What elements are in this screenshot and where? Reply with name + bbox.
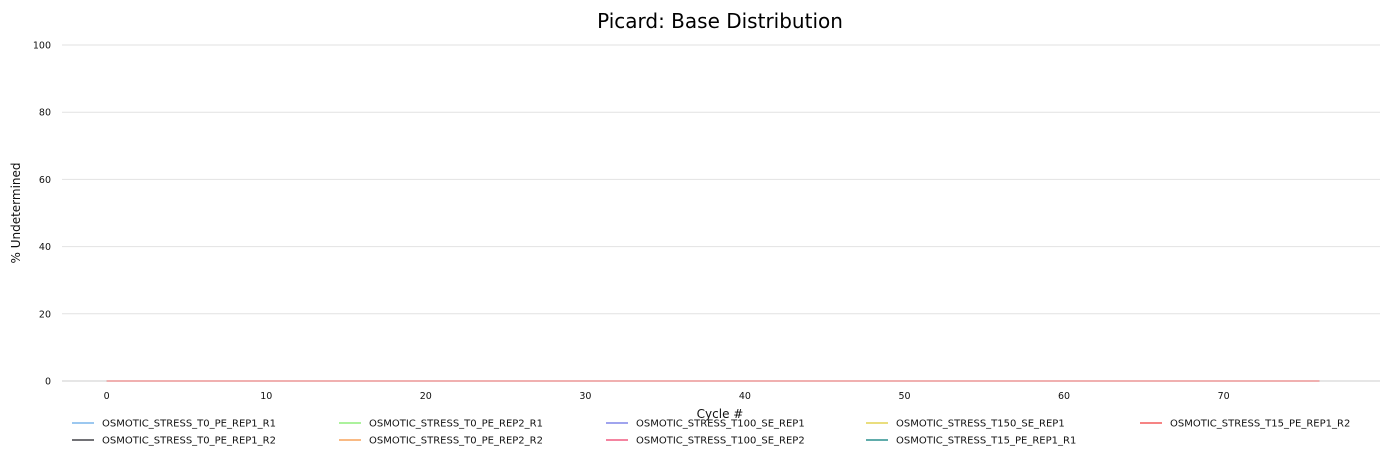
- legend-item-6[interactable]: OSMOTIC_STRESS_T100_SE_REP2: [606, 436, 805, 447]
- legend-label: OSMOTIC_STRESS_T100_SE_REP1: [636, 419, 805, 430]
- legend-label: OSMOTIC_STRESS_T15_PE_REP1_R2: [1170, 419, 1350, 430]
- legend-label: OSMOTIC_STRESS_T0_PE_REP2_R2: [369, 436, 543, 447]
- legend-label: OSMOTIC_STRESS_T0_PE_REP1_R1: [102, 419, 276, 430]
- y-tick-0: 0: [45, 377, 51, 388]
- x-tick-30: 30: [579, 391, 591, 402]
- legend-label: OSMOTIC_STRESS_T15_PE_REP1_R1: [896, 436, 1076, 447]
- legend-item-9[interactable]: OSMOTIC_STRESS_T15_PE_REP1_R2: [1140, 419, 1350, 430]
- legend-label: OSMOTIC_STRESS_T0_PE_REP2_R1: [369, 419, 543, 430]
- y-axis-label: % Undetermined: [9, 162, 23, 263]
- x-tick-50: 50: [898, 391, 910, 402]
- x-tick-20: 20: [420, 391, 432, 402]
- legend-item-3[interactable]: OSMOTIC_STRESS_T0_PE_REP2_R1: [339, 419, 543, 430]
- x-tick-0: 0: [104, 391, 110, 402]
- legend-label: OSMOTIC_STRESS_T100_SE_REP2: [636, 436, 805, 447]
- y-gridlines: [62, 44, 1380, 382]
- y-tick-40: 40: [39, 242, 51, 253]
- legend-item-5[interactable]: OSMOTIC_STRESS_T100_SE_REP1: [606, 419, 805, 430]
- y-tick-20: 20: [39, 309, 51, 320]
- x-tick-labels: 0 10 20 30 40 50 60 70: [104, 391, 1230, 402]
- legend-item-1[interactable]: OSMOTIC_STRESS_T0_PE_REP1_R1: [72, 419, 276, 430]
- chart-title: Picard: Base Distribution: [597, 9, 843, 33]
- y-tick-80: 80: [39, 108, 51, 119]
- legend-item-7[interactable]: OSMOTIC_STRESS_T150_SE_REP1: [866, 419, 1065, 430]
- y-tick-100: 100: [33, 41, 51, 52]
- legend-item-8[interactable]: OSMOTIC_STRESS_T15_PE_REP1_R1: [866, 436, 1076, 447]
- x-axis-label: Cycle #: [697, 407, 744, 421]
- x-tick-10: 10: [260, 391, 272, 402]
- legend-item-4[interactable]: OSMOTIC_STRESS_T0_PE_REP2_R2: [339, 436, 543, 447]
- legend-label: OSMOTIC_STRESS_T0_PE_REP1_R2: [102, 436, 276, 447]
- y-tick-60: 60: [39, 175, 51, 186]
- legend: OSMOTIC_STRESS_T0_PE_REP1_R1 OSMOTIC_STRE…: [72, 419, 1350, 447]
- legend-label: OSMOTIC_STRESS_T150_SE_REP1: [896, 419, 1065, 430]
- x-tick-40: 40: [739, 391, 751, 402]
- y-tick-labels: 0 20 40 60 80 100: [33, 41, 51, 388]
- legend-item-2[interactable]: OSMOTIC_STRESS_T0_PE_REP1_R2: [72, 436, 276, 447]
- x-tick-70: 70: [1218, 391, 1230, 402]
- x-tick-60: 60: [1058, 391, 1070, 402]
